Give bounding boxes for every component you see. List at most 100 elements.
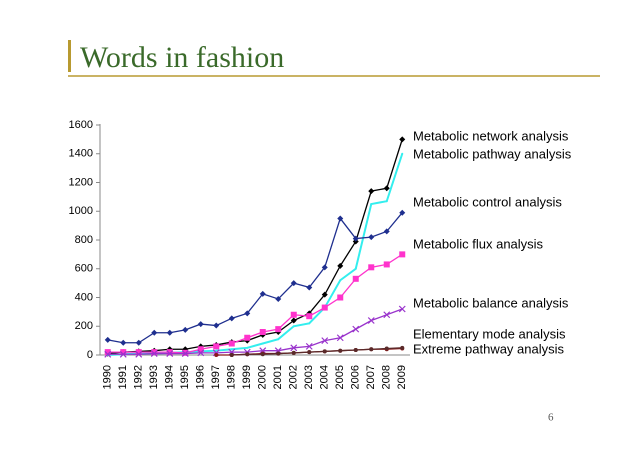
x-tick-label: 1999 xyxy=(241,365,253,389)
title-bar xyxy=(68,40,71,72)
y-tick-label: 200 xyxy=(75,320,93,332)
point xyxy=(104,336,111,343)
point xyxy=(259,347,267,355)
x-tick-label: 2005 xyxy=(334,365,346,389)
point xyxy=(228,315,235,322)
x-tick-label: 2006 xyxy=(350,365,362,389)
point xyxy=(244,310,251,317)
point xyxy=(135,350,143,358)
series-line xyxy=(107,153,404,356)
x-tick-label: 2007 xyxy=(365,365,377,389)
x-tick-label: 2004 xyxy=(319,365,331,389)
point xyxy=(104,349,111,356)
y-tick-label: 1400 xyxy=(69,148,93,160)
point xyxy=(276,351,281,356)
point xyxy=(339,279,342,282)
y-tick-label: 1600 xyxy=(69,119,93,131)
point xyxy=(369,347,374,352)
x-tick-label: 2001 xyxy=(272,365,284,389)
point xyxy=(384,346,389,351)
point xyxy=(368,264,375,271)
y-tick-label: 800 xyxy=(75,234,93,246)
x-tick-label: 2002 xyxy=(288,365,300,389)
point xyxy=(398,305,406,313)
point xyxy=(337,262,344,269)
point xyxy=(228,340,235,347)
point xyxy=(181,350,189,357)
point xyxy=(274,347,282,355)
point xyxy=(321,337,329,345)
point xyxy=(230,348,233,351)
y-tick-label: 0 xyxy=(87,349,93,361)
point xyxy=(321,264,328,271)
point xyxy=(383,185,390,192)
point xyxy=(370,203,373,206)
point xyxy=(120,339,127,346)
point xyxy=(277,338,280,341)
series-line xyxy=(107,139,403,355)
x-tick-label: 1995 xyxy=(179,365,191,389)
x-tick-label: 1994 xyxy=(164,365,176,389)
point xyxy=(135,349,142,356)
point xyxy=(368,188,375,195)
point xyxy=(307,350,312,355)
x-tick-label: 2009 xyxy=(396,365,408,389)
legend-label: Metabolic control analysis xyxy=(413,194,562,209)
point xyxy=(197,346,204,353)
point xyxy=(245,352,250,357)
point xyxy=(352,275,359,282)
x-tick-label: 2003 xyxy=(303,365,315,389)
point xyxy=(246,346,249,349)
point xyxy=(244,334,251,341)
x-tick-label: 1991 xyxy=(117,365,129,389)
point xyxy=(305,342,313,350)
point xyxy=(399,136,406,143)
point xyxy=(275,326,282,333)
legend-label: Metabolic pathway analysis xyxy=(413,146,572,161)
point xyxy=(229,353,234,357)
point xyxy=(367,317,375,324)
point xyxy=(290,344,298,352)
x-tick-label: 2008 xyxy=(381,365,393,389)
point xyxy=(151,349,158,356)
point xyxy=(213,343,220,350)
y-tick-label: 400 xyxy=(75,291,93,303)
point xyxy=(322,349,327,354)
point xyxy=(197,349,205,357)
chart-title: Words in fashion xyxy=(80,41,284,74)
point xyxy=(166,350,174,357)
point xyxy=(321,304,328,311)
point xyxy=(399,251,406,258)
point xyxy=(337,215,344,222)
point xyxy=(150,350,158,357)
point xyxy=(260,352,265,357)
point xyxy=(182,326,189,333)
point xyxy=(119,350,127,358)
point xyxy=(214,353,219,357)
point xyxy=(275,295,282,302)
point xyxy=(228,348,236,356)
point xyxy=(290,280,297,287)
legend-label: Metabolic network analysis xyxy=(413,128,569,143)
point xyxy=(151,329,158,336)
series-line xyxy=(231,347,403,356)
legend-label: Extreme pathway analysis xyxy=(413,341,565,356)
point xyxy=(352,235,359,242)
point xyxy=(353,347,358,352)
point xyxy=(308,322,311,325)
legend-label: Metabolic flux analysis xyxy=(413,236,544,251)
x-tick-label: 1990 xyxy=(102,365,114,389)
point xyxy=(352,325,360,333)
point xyxy=(399,209,406,216)
y-tick-label: 1000 xyxy=(69,205,93,217)
point xyxy=(338,348,343,353)
point xyxy=(306,284,313,291)
point xyxy=(197,321,204,328)
point xyxy=(166,329,173,336)
point xyxy=(337,294,344,301)
point xyxy=(135,339,142,346)
point xyxy=(290,317,297,324)
point xyxy=(401,152,404,155)
point xyxy=(385,200,388,203)
